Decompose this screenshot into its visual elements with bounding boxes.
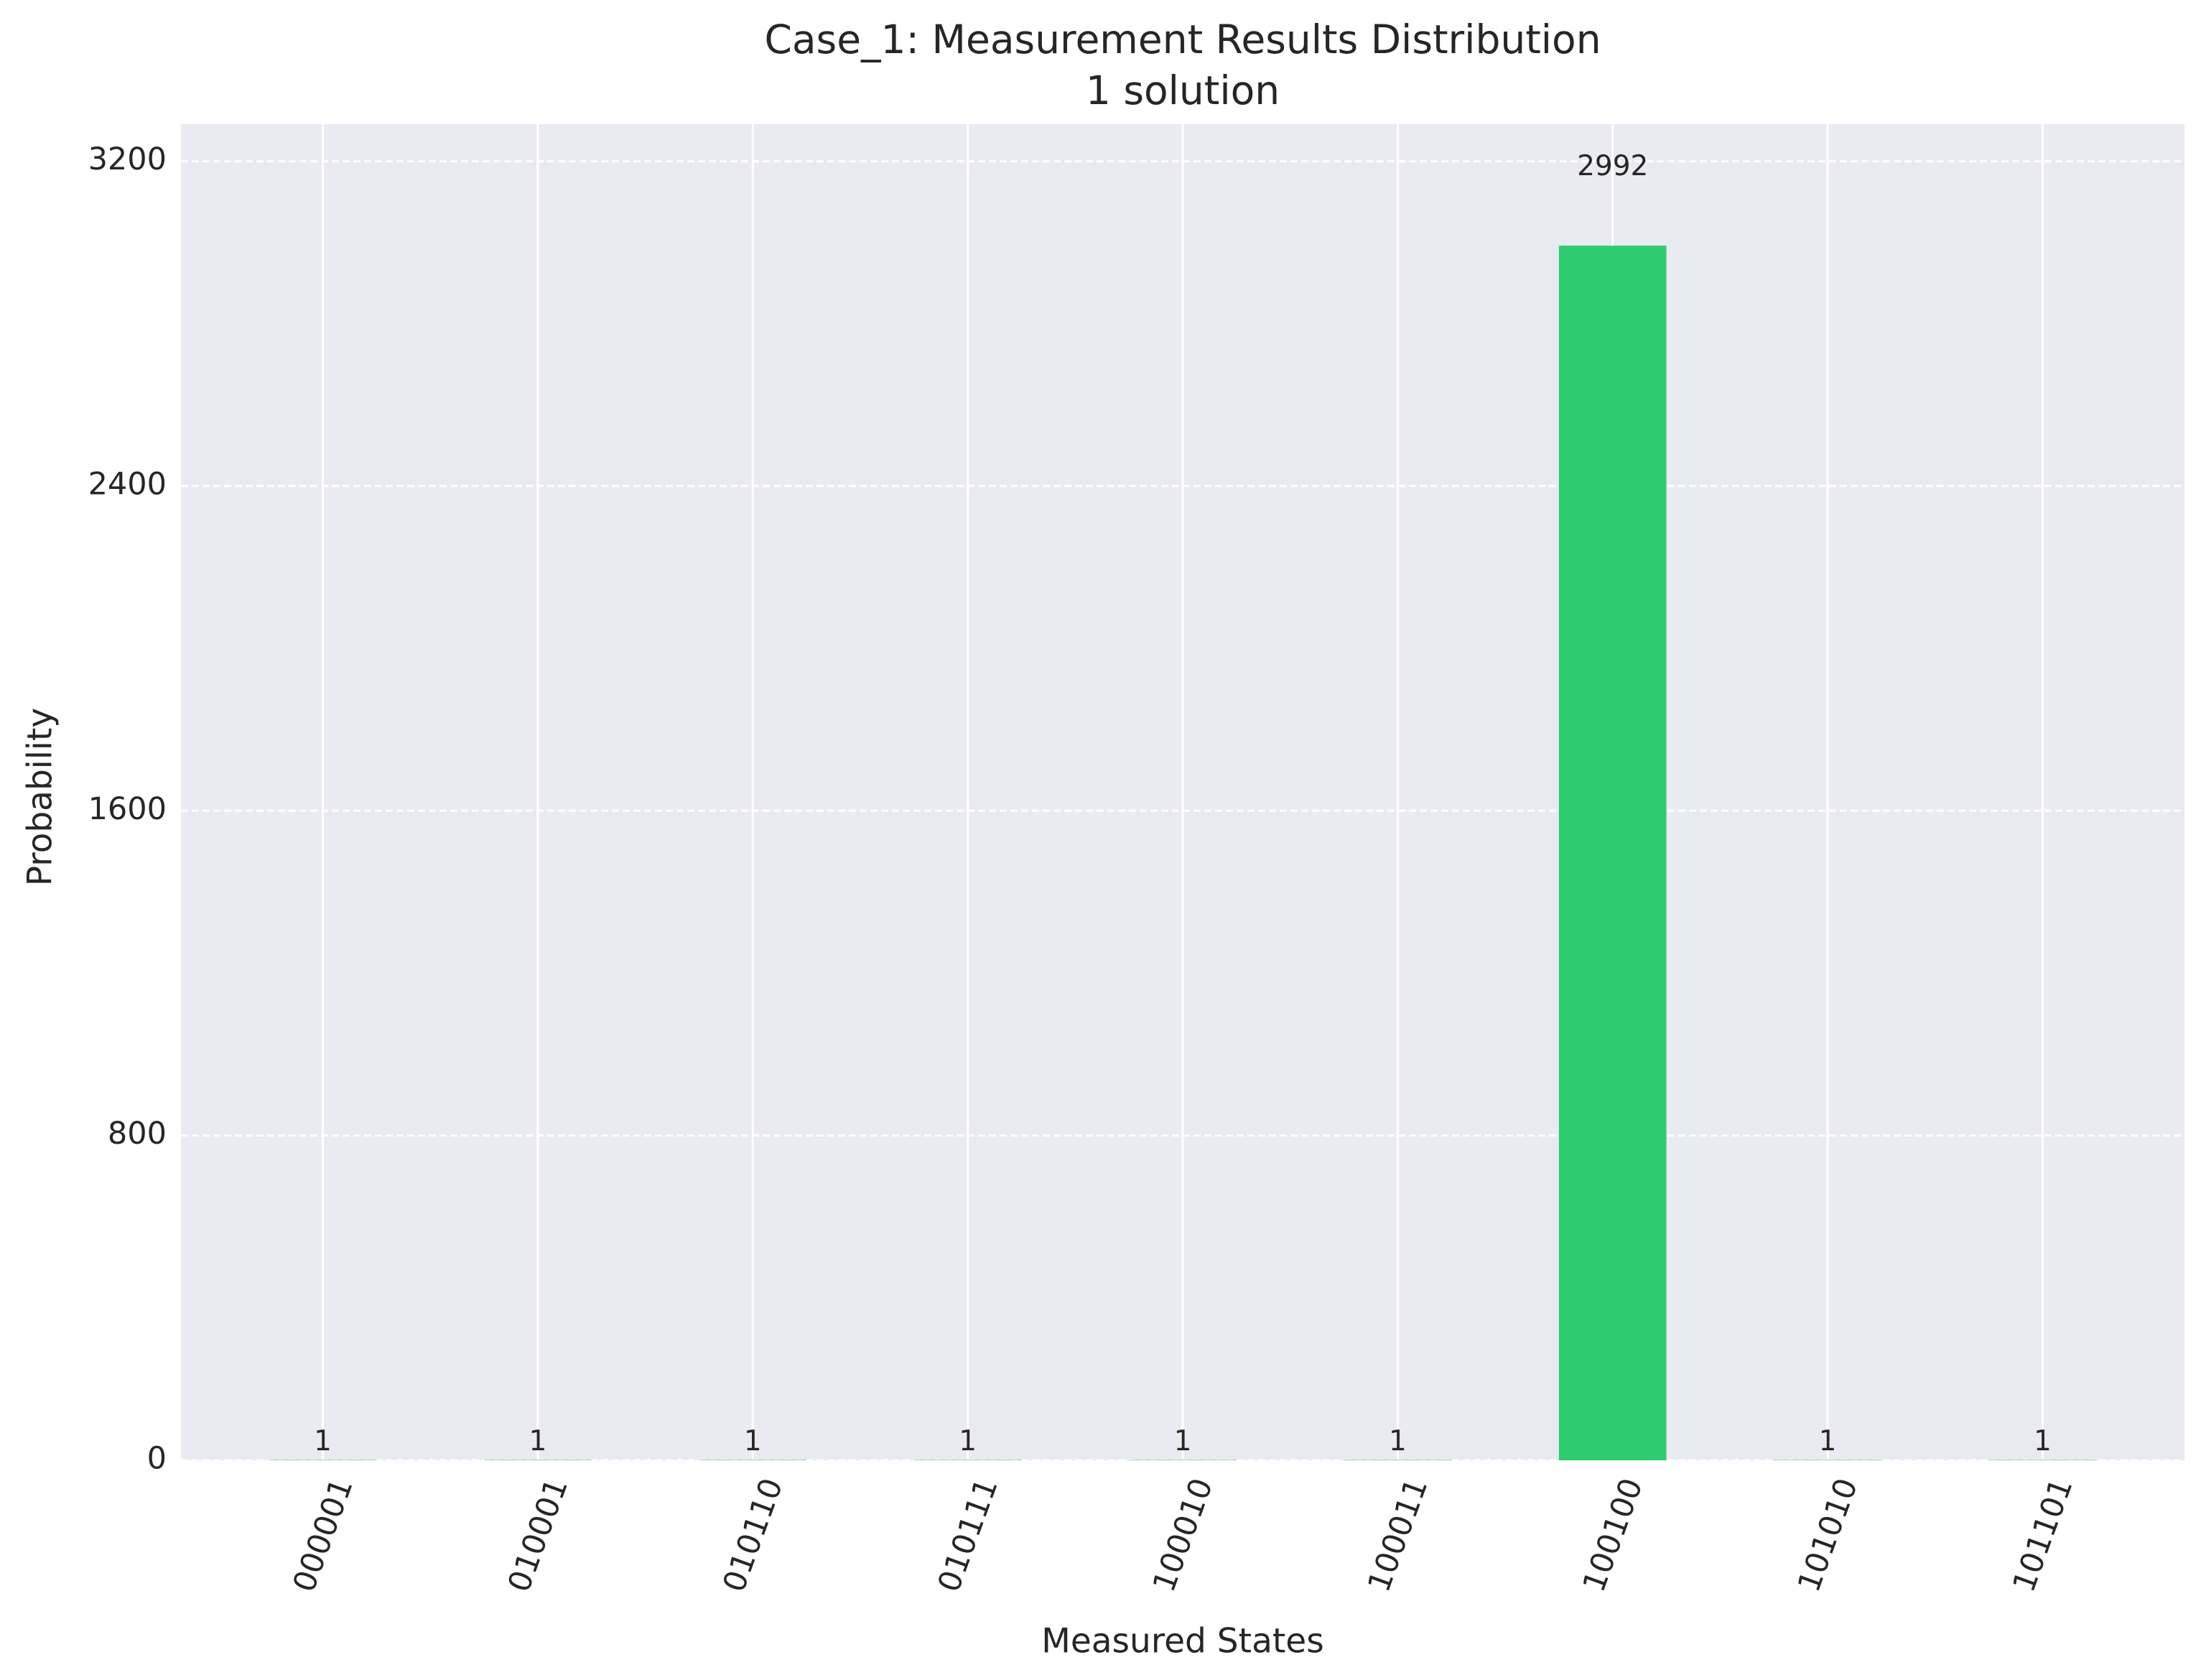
y-tick-label: 0	[147, 1441, 167, 1477]
y-axis-label: Probability	[21, 708, 60, 886]
value-label: 2992	[1577, 150, 1648, 182]
value-label: 1	[1389, 1425, 1407, 1457]
value-label: 1	[314, 1425, 332, 1457]
x-tick-label: 100011	[1361, 1474, 1435, 1597]
x-tick-label: 010110	[716, 1474, 790, 1597]
x-tick-label: 000001	[287, 1474, 360, 1597]
x-tick-label: 100010	[1146, 1474, 1220, 1597]
chart-title: Case_1: Measurement Results Distribution	[764, 17, 1601, 62]
value-label: 1	[959, 1425, 977, 1457]
value-label: 1	[1819, 1425, 1837, 1457]
bar	[1558, 246, 1667, 1460]
y-tick-label: 2400	[88, 466, 167, 502]
value-label: 1	[744, 1425, 762, 1457]
chart-subtitle: 1 solution	[1086, 67, 1280, 113]
value-label: 1	[2034, 1425, 2052, 1457]
x-tick-label: 101010	[1791, 1474, 1865, 1597]
value-label: 1	[529, 1425, 547, 1457]
x-axis-label: Measured States	[1041, 1622, 1323, 1661]
value-label: 1	[1174, 1425, 1192, 1457]
y-tick-label: 1600	[88, 791, 167, 827]
x-tick-label: 010001	[501, 1474, 575, 1597]
x-tick-label: 101101	[2006, 1474, 2080, 1597]
x-tick-label: 010111	[931, 1474, 1005, 1597]
x-tick-label: 100100	[1576, 1474, 1650, 1597]
y-tick-label: 800	[108, 1116, 167, 1152]
y-tick-label: 3200	[88, 141, 167, 177]
